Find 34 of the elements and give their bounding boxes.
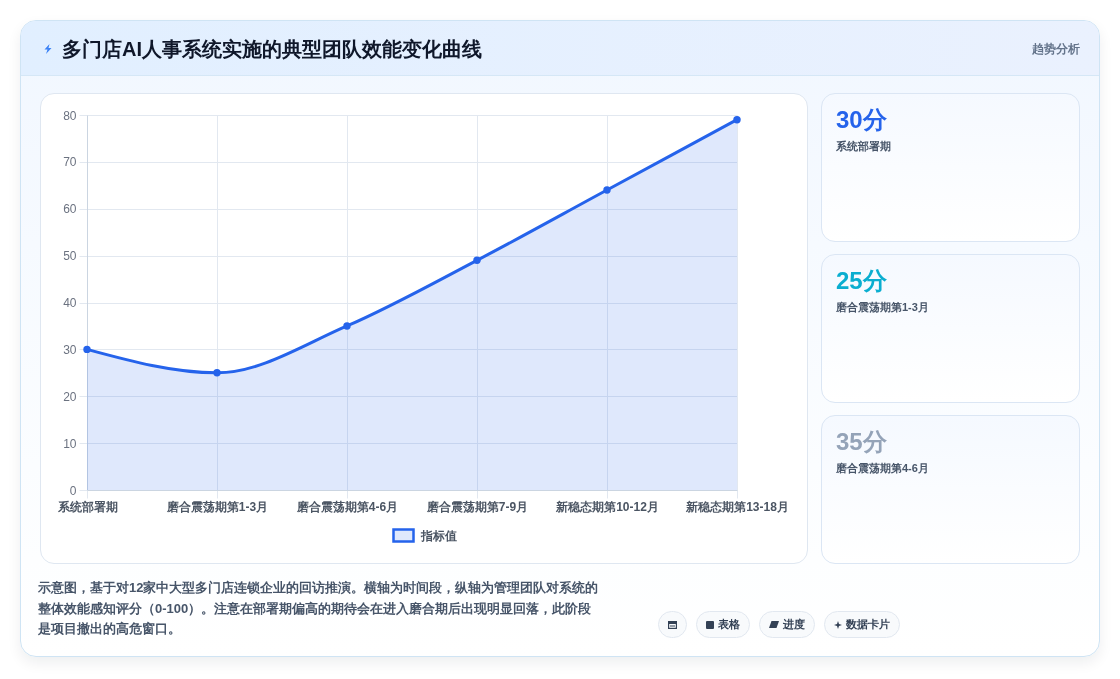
text: 系统部署期 [836, 139, 891, 153]
y-tick-label: 0 [69, 483, 77, 498]
y-tick-label: 50 [63, 249, 77, 264]
x-tick-label: 磨合震荡期第4-6月 [295, 499, 399, 514]
text: 35分 [836, 428, 887, 456]
y-tick-label: 80 [63, 108, 77, 123]
point [603, 186, 611, 194]
legend-label: 指标值 [420, 528, 457, 543]
point [343, 322, 351, 330]
point [213, 369, 221, 377]
point [473, 256, 481, 265]
y-tick-label: 70 [63, 155, 77, 170]
x-tick-label: 磨合震荡期第1-3月 [165, 499, 269, 514]
y-tick-label: 40 [63, 296, 77, 310]
point [733, 115, 741, 124]
text: 示意图，基于对12家中大型多门店连锁企业的回访推演。横轴为时间段，纵轴为管理团队对系统的整体效能感知评分（0-100）。注意在部署期偏高的期待会在进入磨合期后出现明显回落，此阶段是项目撤出的高危窗口。 [38, 579, 600, 638]
text: 30分 [836, 106, 887, 134]
text: 25分 [836, 267, 887, 295]
chart-title: 多门店AI人事系统实施的典型团队效能变化曲线 [62, 37, 482, 61]
text: 数据卡片 [846, 617, 890, 632]
y-tick-label: 60 [63, 202, 77, 217]
y-tick-label: 10 [63, 436, 77, 451]
text: 表格 [718, 617, 740, 632]
x-tick-label: 新稳态期第13-18月 [685, 499, 789, 514]
text: 磨合震荡期第1-3月 [836, 300, 929, 314]
text: 趋势分析 [1032, 41, 1080, 58]
x-tick-label: 系统部署期 [56, 499, 118, 514]
text: 磨合震荡期第4-6月 [836, 461, 929, 475]
y-tick-label: 20 [63, 389, 77, 404]
y-tick-label: 30 [63, 342, 77, 357]
x-tick-label: 磨合震荡期第7-9月 [425, 499, 529, 514]
text: 进度 [783, 617, 805, 632]
point [83, 345, 91, 354]
x-tick-label: 新稳态期第10-12月 [555, 499, 659, 514]
